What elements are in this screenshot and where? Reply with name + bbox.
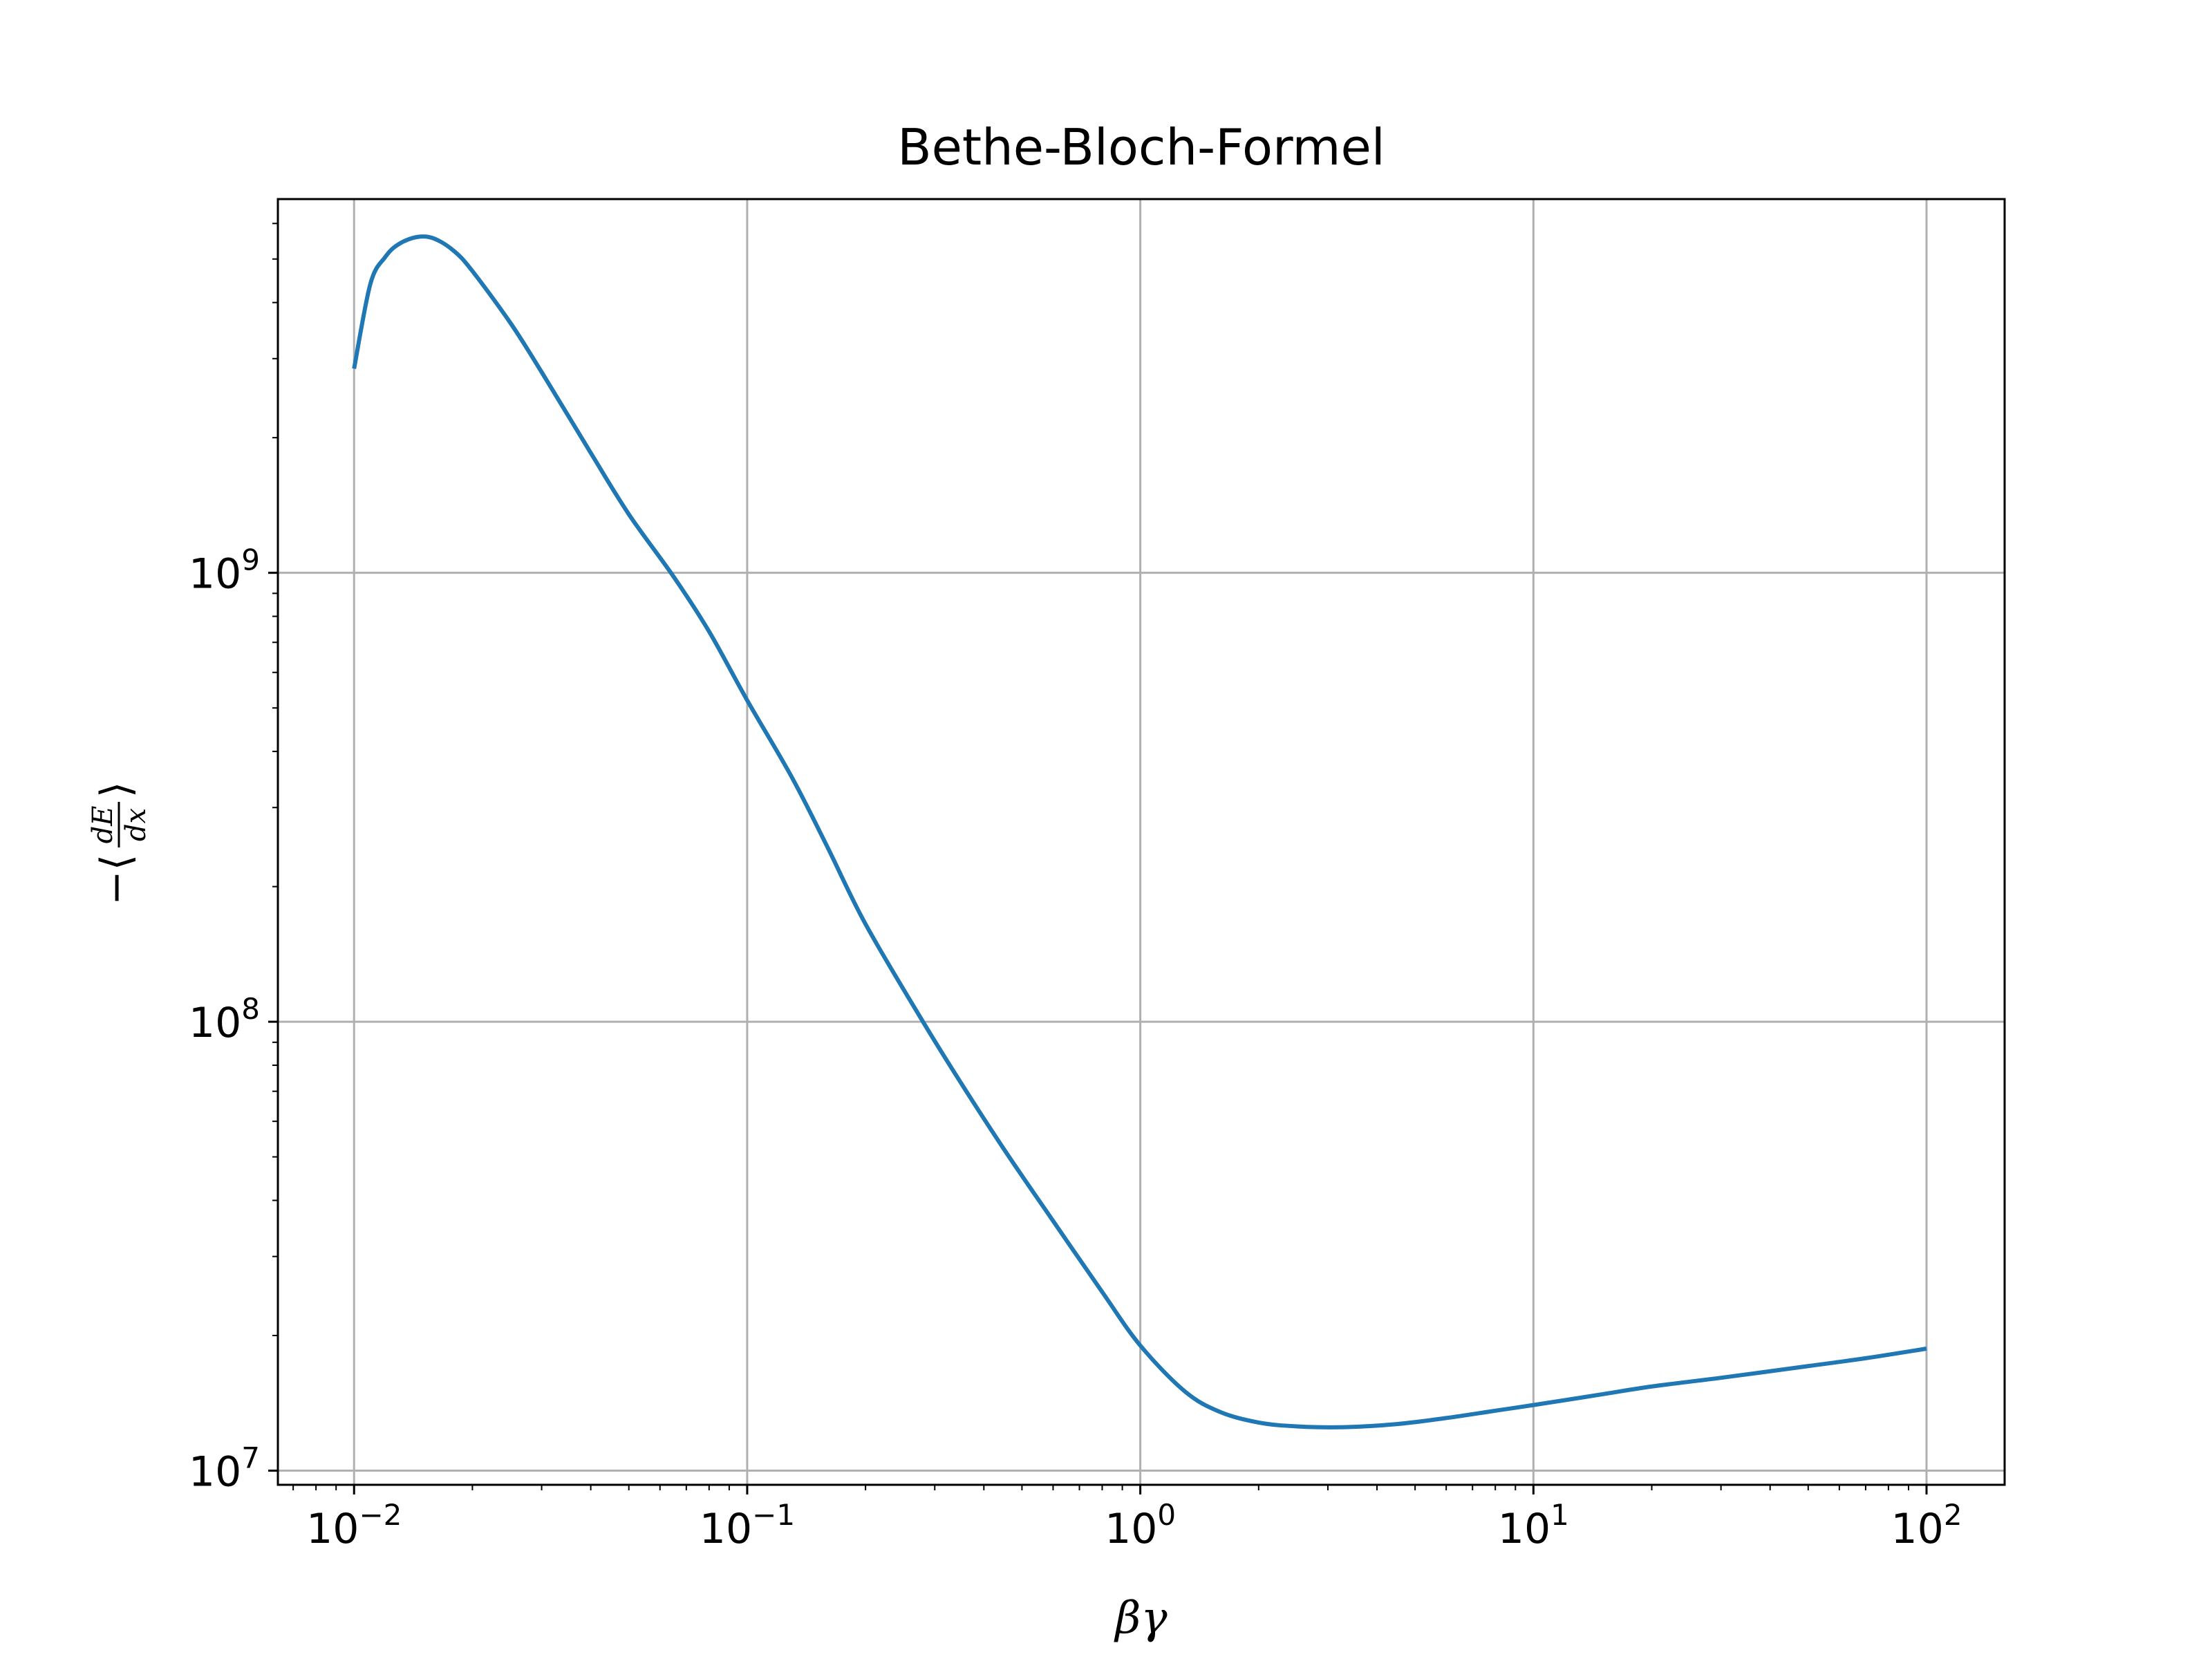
series-group [352,234,1927,1430]
y-axis-label-suffix: ⟩ [92,782,140,798]
x-tick-label: 10−2 [306,1498,402,1553]
x-tick-label: 10−1 [700,1498,795,1553]
x-tick-label: 100 [1105,1498,1176,1553]
y-tick-label: 108 [189,992,260,1047]
y-tick-label: 107 [189,1441,260,1497]
y-tick-label: 109 [189,543,260,599]
y-axis-label-denominator: dx [120,808,152,841]
x-tick-label: 102 [1891,1498,1962,1553]
x-axis-label: βγ [1114,1593,1168,1644]
chart-title: Bethe-Bloch-Formel [897,118,1385,176]
series-line [352,234,1927,1430]
tick-labels: 10−2 10−1 100 101 102 107 108 109 [189,543,1962,1553]
y-axis-label-numerator: dE [87,806,119,844]
grid-lines [278,199,2005,1485]
major-ticks [268,572,1928,1494]
y-axis-label: −⟨ dE dx ⟩ [87,782,152,906]
y-axis-label-prefix: −⟨ [92,854,140,906]
x-tick-label: 101 [1498,1498,1569,1553]
plot-frame [276,198,2006,1486]
